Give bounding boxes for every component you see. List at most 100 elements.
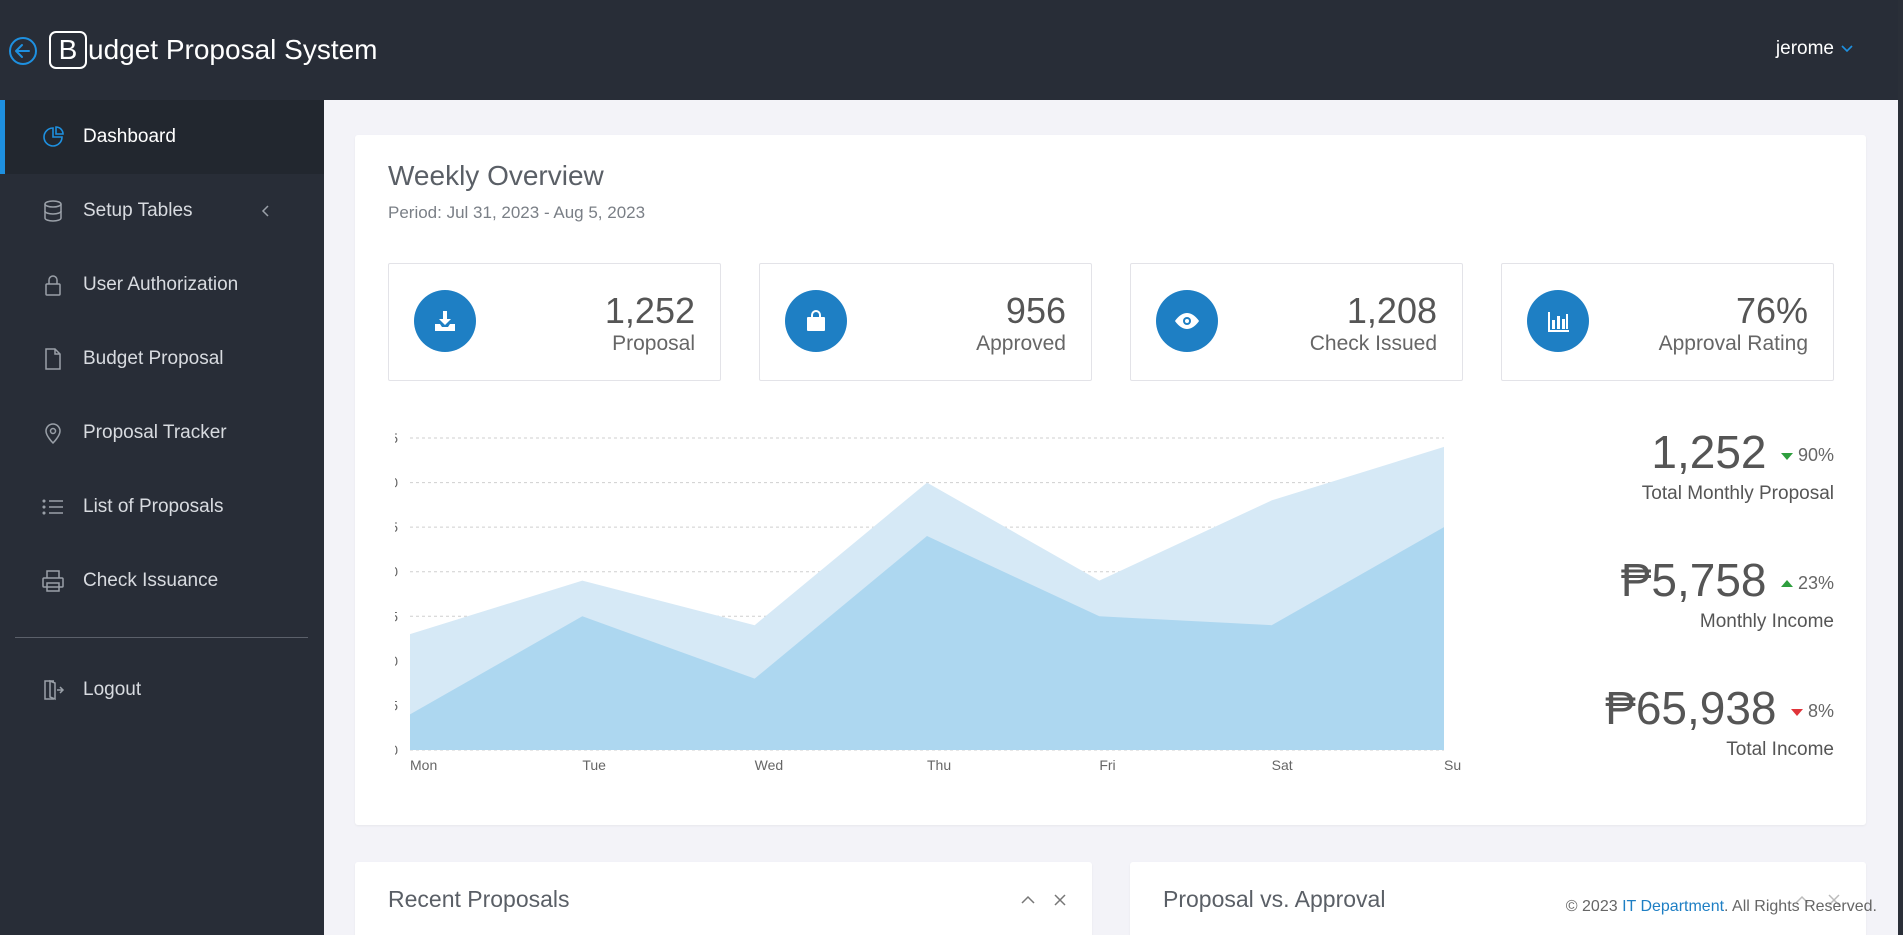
close-icon[interactable] [1052, 892, 1068, 908]
stat-value: 956 [1005, 290, 1066, 331]
sidebar-item-logout[interactable]: Logout [0, 653, 324, 727]
period-label: Period: Jul 31, 2023 - Aug 5, 2023 [388, 203, 646, 222]
pie-chart-icon [40, 124, 66, 150]
printer-icon [40, 568, 66, 594]
close-icon[interactable] [1826, 892, 1842, 908]
metric-change: 8% [1790, 701, 1834, 722]
sidebar-item-proposal-tracker[interactable]: Proposal Tracker [0, 396, 324, 470]
username: jerome [1775, 38, 1834, 59]
page-footer: © 2023 IT Department. All Rights Reserve… [1566, 898, 1877, 916]
metric-label: Monthly Income [1699, 611, 1834, 632]
caret-down-icon [1780, 452, 1793, 460]
footer-copyright: © 2023 [1565, 898, 1623, 915]
y-tick-label: 20 [395, 653, 398, 669]
y-tick-label: 10 [395, 742, 398, 758]
chevron-down-icon [1841, 45, 1853, 53]
metric-total-income: ₱65,938 8% Total Income [1605, 681, 1834, 761]
metric-change-value: 90% [1797, 445, 1834, 465]
y-tick-label: 30 [395, 564, 398, 580]
app-brand[interactable]: B udget Proposal System [49, 28, 378, 72]
y-tick-label: 35 [395, 519, 398, 535]
x-tick-label: Su [1444, 757, 1461, 773]
metric-value: ₱5,758 [1620, 554, 1767, 606]
user-menu[interactable]: jerome [1776, 38, 1854, 60]
y-tick-label: 15 [395, 697, 398, 713]
footer-rights: . All Rights Reserved. [1724, 898, 1877, 915]
sidebar-item-list-of-proposals[interactable]: List of Proposals [0, 470, 324, 544]
x-tick-label: Wed [755, 757, 784, 773]
card-title: Weekly Overview [388, 160, 604, 191]
x-tick-label: Fri [1099, 757, 1115, 773]
stat-label: Approved [976, 332, 1066, 355]
sidebar-item-label: Budget Proposal [83, 348, 224, 369]
weekly-area-chart: 10 15 20 25 30 35 40 45 Mon Tue Wed Thu Fri Sat Su [382, 415, 1485, 785]
sidebar-item-label: User Authorization [83, 274, 239, 295]
list-icon [40, 494, 66, 520]
sidebar-item-check-issuance[interactable]: Check Issuance [0, 544, 324, 618]
stat-label: Proposal [612, 332, 695, 355]
logout-icon [40, 677, 66, 703]
x-tick-label: Sat [1272, 757, 1293, 773]
caret-up-icon [1780, 579, 1793, 587]
x-tick-label: Thu [927, 757, 951, 773]
metric-monthly-income: ₱5,758 23% Monthly Income [1621, 553, 1834, 633]
sidebar-item-label: Dashboard [83, 126, 176, 147]
map-pin-icon [40, 420, 66, 446]
back-arrow-icon[interactable] [8, 36, 38, 66]
collapse-icon[interactable] [1794, 892, 1810, 908]
sidebar-item-dashboard[interactable]: Dashboard [0, 100, 324, 174]
chart-svg: 10 15 20 25 30 35 40 45 Mon Tue Wed Thu Fri Sat Su [382, 430, 1461, 773]
sidebar-item-budget-proposal[interactable]: Budget Proposal [0, 322, 324, 396]
metric-change-value: 8% [1807, 701, 1834, 721]
metric-total-monthly-proposal: 1,252 90% Total Monthly Proposal [1642, 425, 1834, 505]
stat-card-approved[interactable]: 956 Approved [759, 263, 1092, 381]
sidebar-item-label: Proposal Tracker [83, 422, 227, 443]
top-header: B udget Proposal System jerome [0, 0, 1898, 100]
stat-card-approval-rating[interactable]: 76% Approval Rating [1501, 263, 1834, 381]
x-tick-label: Tue [582, 757, 606, 773]
sidebar-item-setup-tables[interactable]: Setup Tables [0, 174, 324, 248]
file-icon [40, 346, 66, 372]
stat-value: 76% [1735, 290, 1808, 331]
metric-change: 23% [1780, 573, 1834, 594]
weekly-overview-card: Weekly Overview Period: Jul 31, 2023 - A… [355, 135, 1866, 825]
shopping-bag-icon [785, 290, 847, 352]
stat-card-check-issued[interactable]: 1,208 Check Issued [1130, 263, 1463, 381]
y-tick-label: 45 [395, 430, 398, 446]
metric-change: 90% [1780, 445, 1834, 466]
stat-value: 1,208 [1346, 290, 1437, 331]
proposal-vs-approval-card: Proposal vs. Approval [1130, 862, 1866, 935]
sidebar-item-label: List of Proposals [83, 496, 224, 517]
metric-value: 1,252 [1651, 426, 1767, 478]
card-title: Recent Proposals [388, 886, 570, 912]
stat-label: Approval Rating [1658, 332, 1808, 355]
metric-label: Total Income [1726, 739, 1834, 760]
y-tick-label: 25 [395, 608, 398, 624]
database-icon [40, 198, 66, 224]
metric-change-value: 23% [1797, 573, 1834, 593]
stat-label: Check Issued [1309, 332, 1437, 355]
eye-icon [1156, 290, 1218, 352]
sidebar-item-label: Setup Tables [83, 200, 193, 221]
sidebar: Dashboard Setup Tables User Authorizatio… [0, 100, 324, 935]
x-tick-label: Mon [410, 757, 437, 773]
card-tools [1794, 892, 1842, 908]
y-tick-label: 40 [395, 475, 398, 491]
stat-value: 1,252 [604, 290, 695, 331]
card-tools [1020, 892, 1068, 908]
metric-value: ₱65,938 [1605, 682, 1777, 734]
page-scrollbar[interactable] [1898, 0, 1903, 935]
download-icon [414, 290, 476, 352]
stat-card-proposal[interactable]: 1,252 Proposal [388, 263, 721, 381]
card-title: Proposal vs. Approval [1163, 886, 1386, 912]
sidebar-divider [15, 637, 308, 638]
area-series-2 [410, 527, 1444, 750]
footer-link[interactable]: IT Department [1622, 898, 1725, 915]
sidebar-item-user-authorization[interactable]: User Authorization [0, 248, 324, 322]
recent-proposals-card: Recent Proposals [355, 862, 1092, 935]
collapse-icon[interactable] [1020, 892, 1036, 908]
logout-label: Logout [83, 679, 142, 700]
caret-down-icon [1790, 708, 1803, 716]
brand-logo-letter: B [49, 31, 87, 69]
chevron-left-icon [261, 205, 269, 217]
